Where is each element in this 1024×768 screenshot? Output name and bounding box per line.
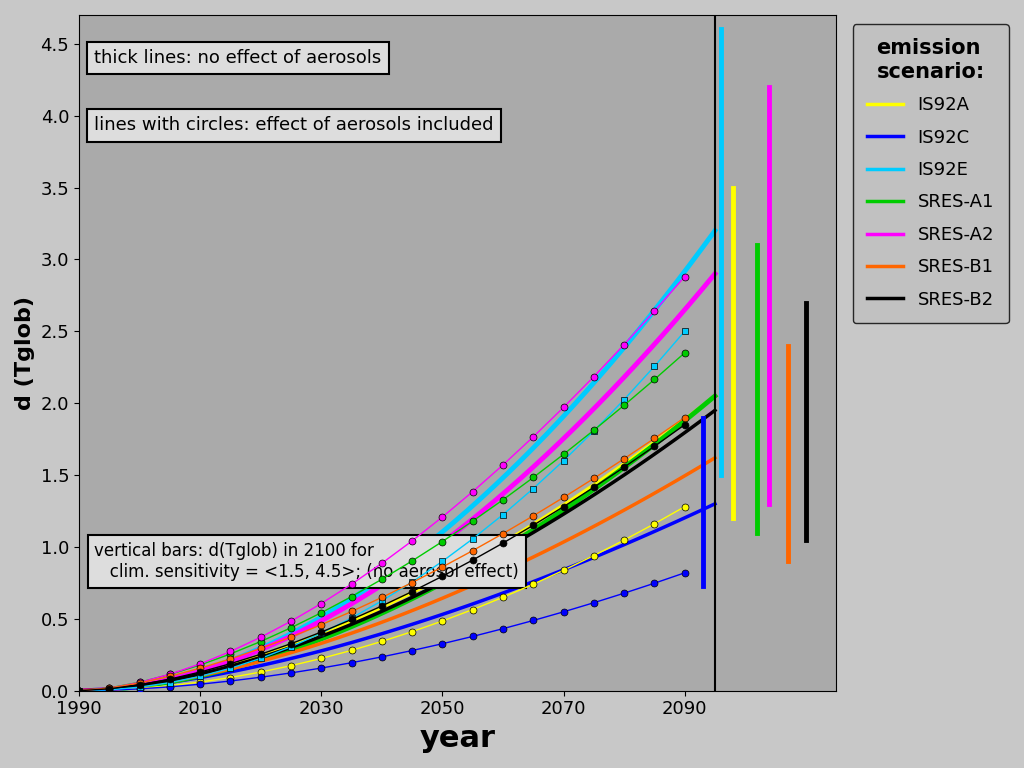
X-axis label: year: year <box>420 724 496 753</box>
Legend: IS92A, IS92C, IS92E, SRES-A1, SRES-A2, SRES-B1, SRES-B2: IS92A, IS92C, IS92E, SRES-A1, SRES-A2, S… <box>853 24 1009 323</box>
Text: vertical bars: d(Tglob) in 2100 for
   clim. sensitivity = <1.5, 4.5>; (no aeros: vertical bars: d(Tglob) in 2100 for clim… <box>94 542 519 581</box>
Y-axis label: d (Tglob): d (Tglob) <box>15 296 35 410</box>
Text: thick lines: no effect of aerosols: thick lines: no effect of aerosols <box>94 49 381 67</box>
Text: lines with circles: effect of aerosols included: lines with circles: effect of aerosols i… <box>94 117 494 134</box>
